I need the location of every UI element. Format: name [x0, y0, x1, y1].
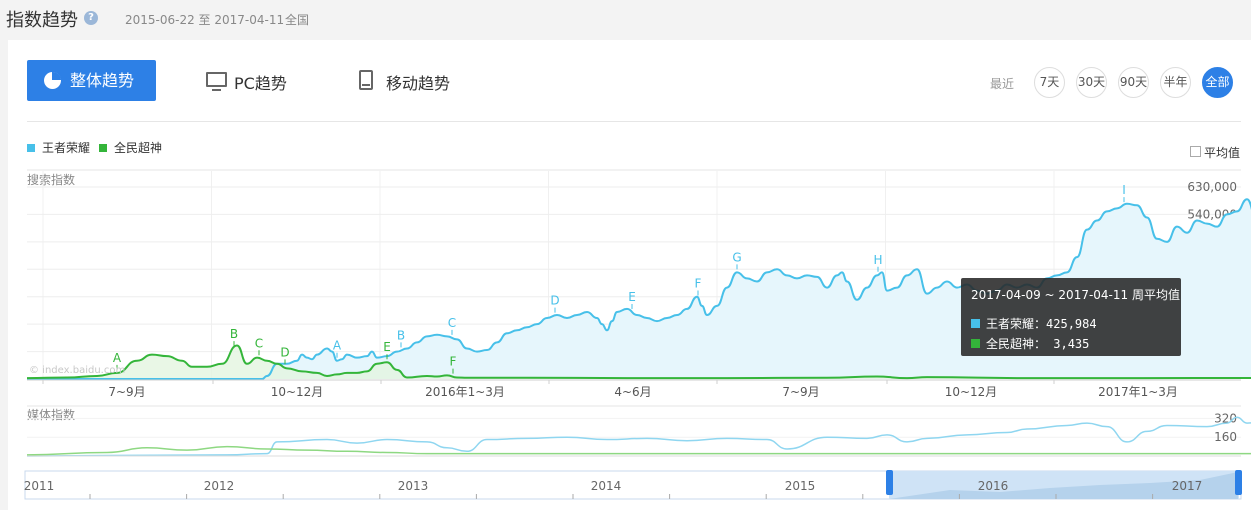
- range-all-button[interactable]: 全部: [1202, 67, 1233, 98]
- tooltip-name: 王者荣耀: [986, 317, 1035, 331]
- x-tick-label: 7~9月: [782, 385, 819, 399]
- tooltip-swatch: [971, 339, 980, 348]
- tooltip-swatch: [971, 319, 980, 328]
- timeline-year-label: 2012: [204, 479, 235, 493]
- annotation-label: F: [695, 277, 702, 291]
- tooltip-title: 2017-04-09 ~ 2017-04-11 周平均值: [971, 288, 1180, 302]
- timeline-year-label: 2017: [1172, 479, 1203, 493]
- timeline-right-handle: [1235, 470, 1242, 495]
- annotation-label: A: [333, 339, 342, 353]
- pie-chart-icon: [44, 72, 61, 89]
- range-7d-button[interactable]: 7天: [1034, 67, 1065, 98]
- chart-panel: [8, 40, 1251, 510]
- recent-label: 最近: [990, 77, 1015, 91]
- monitor-icon: [206, 72, 227, 91]
- timeline-year-label: 2015: [785, 479, 816, 493]
- annotation-label: B: [397, 328, 405, 342]
- x-tick-label: 2016年1~3月: [425, 385, 505, 399]
- annotation-label: D: [280, 345, 289, 359]
- annotation-label: A: [113, 351, 122, 365]
- tooltip-row-1: 王者荣耀：425,984: [971, 315, 1097, 332]
- legend-label: 全民超神: [114, 141, 163, 155]
- x-tick-label: 7~9月: [108, 385, 145, 399]
- annotation-label: D: [550, 294, 559, 308]
- x-tick-label: 10~12月: [945, 385, 998, 399]
- annotation-label: I: [1122, 183, 1126, 197]
- chart-tooltip: 2017-04-09 ~ 2017-04-11 周平均值 王者荣耀：425,98…: [961, 278, 1181, 356]
- tab-mobile[interactable]: 移动趋势: [386, 74, 451, 93]
- tooltip-value: 3,435: [1053, 337, 1090, 351]
- tooltip-name: 全民超神: [986, 337, 1035, 351]
- annotation-label: E: [628, 290, 636, 304]
- tooltip-value: 425,984: [1046, 317, 1097, 331]
- annotation-label: C: [448, 316, 456, 330]
- tooltip-row-2: 全民超神： 3,435: [971, 335, 1089, 352]
- timeline-year-label: 2013: [398, 479, 429, 493]
- x-tick-label: 2017年1~3月: [1098, 385, 1178, 399]
- annotation-label: E: [383, 340, 391, 354]
- average-label: 平均值: [1204, 146, 1241, 160]
- annotation-label: F: [450, 355, 457, 369]
- annotation-label: G: [732, 250, 741, 264]
- media-line-quanmin: [26, 445, 1251, 456]
- legend-swatch: [99, 144, 107, 152]
- legend-item-wangzhe[interactable]: 王者荣耀: [27, 139, 90, 156]
- page-title: 指数趋势: [6, 10, 78, 31]
- series-line-wangzhe: [26, 198, 1251, 381]
- range-90d-button[interactable]: 90天: [1118, 67, 1149, 98]
- mobile-icon: [359, 70, 373, 90]
- annotation-label: C: [255, 336, 263, 350]
- range-30d-button[interactable]: 30天: [1076, 67, 1107, 98]
- range-half-year-button[interactable]: 半年: [1160, 67, 1191, 98]
- media-y-tick-label: 160: [1214, 430, 1237, 444]
- series-area-wangzhe: [27, 199, 1251, 380]
- tab-pc[interactable]: PC趋势: [234, 74, 287, 93]
- timeline-year-label: 2011: [24, 479, 55, 493]
- watermark: © index.baidu.com: [29, 365, 125, 376]
- average-checkbox[interactable]: [1190, 146, 1201, 157]
- timeline-year-label: 2014: [591, 479, 622, 493]
- y-tick-label: 630,000: [1187, 180, 1237, 194]
- help-icon[interactable]: ?: [84, 11, 98, 25]
- legend-item-quanmin[interactable]: 全民超神: [99, 139, 162, 156]
- x-tick-label: 4~6月: [614, 385, 651, 399]
- media-y-axis-label: 媒体指数: [27, 407, 75, 422]
- top-bar: 指数趋势 ? 2015-06-22 至 2017-04-11 全国: [0, 0, 1251, 40]
- legend-swatch: [27, 144, 35, 152]
- timeline-left-handle: [886, 470, 893, 495]
- timeline-mini-area: [889, 472, 1238, 499]
- legend-label: 王者荣耀: [42, 141, 91, 155]
- media-line-wangzhe: [26, 416, 1251, 457]
- tab-overall[interactable]: 整体趋势: [27, 60, 156, 101]
- region: 全国: [285, 13, 310, 27]
- divider: [27, 121, 1241, 122]
- date-range: 2015-06-22 至 2017-04-11: [125, 13, 285, 27]
- annotation-label: B: [230, 327, 238, 341]
- series-line-quanmin: [26, 344, 1251, 380]
- x-tick-label: 10~12月: [271, 385, 324, 399]
- timeline-year-label: 2016: [978, 479, 1009, 493]
- tab-overall-label: 整体趋势: [70, 71, 135, 90]
- y-axis-label: 搜索指数: [27, 172, 75, 187]
- annotation-label: H: [873, 253, 882, 267]
